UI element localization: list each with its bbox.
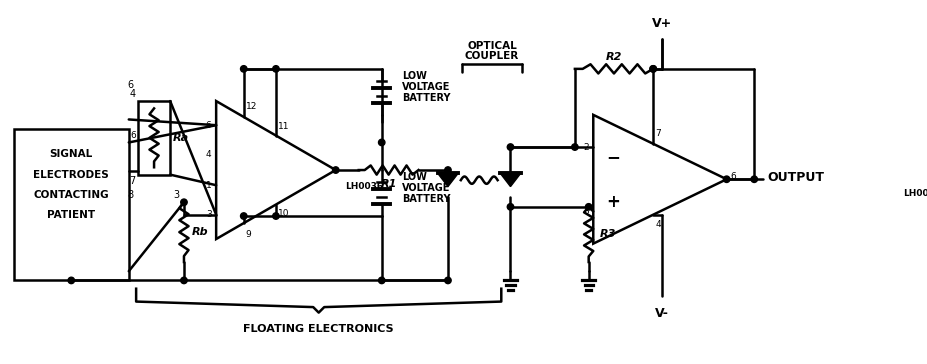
Text: VOLTAGE: VOLTAGE [401, 82, 450, 92]
Circle shape [571, 144, 578, 150]
Text: 4: 4 [654, 220, 660, 229]
Polygon shape [500, 173, 520, 187]
Text: SIGNAL: SIGNAL [50, 149, 93, 159]
Text: 7: 7 [654, 129, 660, 138]
Polygon shape [592, 115, 726, 244]
Text: −: − [606, 148, 620, 166]
Circle shape [240, 66, 247, 72]
Text: Ra: Ra [172, 133, 189, 143]
Text: 6: 6 [730, 172, 735, 181]
Text: 4: 4 [129, 89, 135, 99]
Text: 1: 1 [206, 181, 211, 190]
Circle shape [273, 66, 279, 72]
Circle shape [750, 176, 756, 182]
Text: LOW: LOW [401, 173, 426, 182]
Circle shape [444, 277, 451, 284]
Text: Rb: Rb [191, 227, 208, 237]
Text: OUTPUT: OUTPUT [767, 171, 823, 184]
Circle shape [240, 213, 247, 219]
Bar [138, 101, 170, 175]
Circle shape [332, 167, 338, 173]
Text: FLOATING ELECTRONICS: FLOATING ELECTRONICS [243, 324, 394, 334]
Circle shape [273, 213, 279, 219]
Text: 11: 11 [277, 122, 289, 131]
Circle shape [723, 176, 729, 182]
Polygon shape [216, 101, 336, 239]
Text: R2: R2 [605, 51, 621, 62]
Text: LH0036: LH0036 [345, 182, 383, 191]
Text: +: + [606, 193, 620, 211]
Text: PATIENT: PATIENT [47, 210, 95, 220]
Text: LH0022: LH0022 [903, 189, 927, 198]
Text: COUPLER: COUPLER [464, 51, 519, 60]
Text: 3: 3 [206, 210, 211, 219]
Text: 8: 8 [127, 190, 133, 200]
Circle shape [378, 139, 385, 146]
Text: 6: 6 [206, 121, 211, 130]
Text: ELECTRODES: ELECTRODES [33, 170, 109, 180]
Text: CONTACTING: CONTACTING [33, 190, 109, 200]
Circle shape [650, 66, 655, 72]
Text: 12: 12 [246, 102, 257, 111]
Text: 4: 4 [206, 150, 211, 159]
Text: 3: 3 [173, 190, 179, 200]
Circle shape [585, 203, 591, 210]
Text: BATTERY: BATTERY [401, 93, 450, 103]
Text: 7: 7 [129, 177, 135, 186]
Circle shape [507, 144, 514, 150]
Polygon shape [438, 173, 458, 187]
Circle shape [181, 199, 187, 205]
Text: BATTERY: BATTERY [401, 194, 450, 205]
Circle shape [444, 167, 451, 173]
Text: 6: 6 [127, 79, 133, 90]
Text: V-: V- [654, 307, 668, 320]
Text: 9: 9 [246, 230, 251, 238]
Text: 10: 10 [277, 209, 289, 218]
Text: R1: R1 [380, 179, 397, 189]
Text: VOLTAGE: VOLTAGE [401, 183, 450, 193]
Text: 2: 2 [582, 143, 588, 151]
Text: V+: V+ [652, 17, 672, 30]
Text: LOW: LOW [401, 71, 426, 81]
Text: 3: 3 [582, 207, 588, 216]
Circle shape [507, 203, 514, 210]
Circle shape [68, 277, 74, 284]
Circle shape [378, 277, 385, 284]
Bar [14, 128, 129, 280]
Text: R3: R3 [599, 229, 616, 240]
Circle shape [649, 66, 655, 72]
Circle shape [181, 277, 187, 284]
Text: 6: 6 [131, 131, 136, 140]
Text: OPTICAL: OPTICAL [466, 41, 516, 51]
